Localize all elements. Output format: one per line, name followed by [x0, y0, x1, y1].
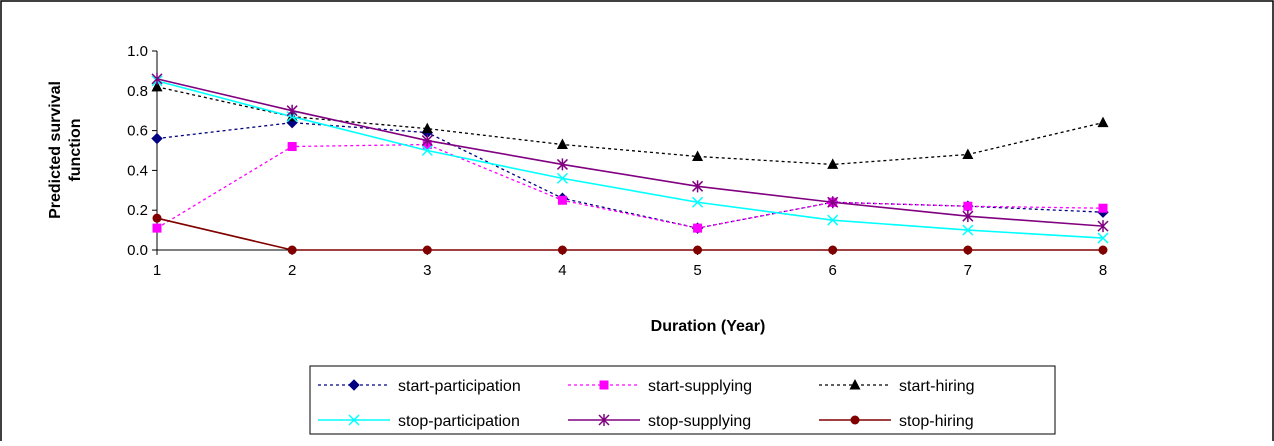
data-point-start-supplying — [1098, 203, 1108, 213]
data-point-stop-participation — [421, 144, 433, 157]
data-point-stop-participation — [1097, 232, 1109, 244]
legend-item-start-supplying: start-supplying — [568, 378, 752, 395]
data-point-start-hiring — [962, 148, 974, 159]
series-line-start-hiring — [156, 86, 1104, 166]
y-axis-title: Predicted survival function — [47, 81, 84, 219]
legend-marker — [850, 415, 860, 425]
y-tick-label: 0.4 — [127, 162, 148, 179]
data-point-stop-participation — [962, 224, 974, 236]
data-point-stop-hiring — [963, 245, 973, 255]
x-tick-label: 4 — [558, 262, 566, 279]
data-point-stop-hiring — [693, 245, 703, 255]
data-point-start-supplying — [557, 195, 567, 205]
data-point-start-hiring — [827, 158, 839, 169]
data-point-stop-hiring — [828, 245, 838, 255]
data-point-stop-participation — [692, 196, 704, 208]
data-point-start-hiring — [151, 80, 163, 92]
data-point-stop-participation — [556, 172, 568, 184]
data-point-stop-hiring — [287, 245, 297, 255]
series-layer — [151, 72, 1109, 255]
y-tick-label: 0.0 — [127, 242, 148, 259]
legend-item-stop-hiring: stop-hiring — [819, 413, 974, 430]
data-point-start-supplying — [152, 223, 162, 233]
data-point-stop-supplying — [692, 180, 704, 193]
series-line-start-supplying — [156, 143, 1104, 229]
data-point-start-hiring — [1097, 116, 1109, 128]
y-axis-title-line-2: function — [67, 118, 84, 181]
y-tick-label: 0.6 — [127, 123, 148, 140]
x-tick-label: 3 — [423, 262, 431, 279]
y-tick-label: 0.8 — [127, 83, 148, 100]
legend: start-participation start-supplying start-… — [309, 365, 1056, 435]
x-axis-title: Duration (Year) — [651, 318, 766, 335]
legend-item-stop-supplying: stop-supplying — [568, 413, 751, 430]
data-point-start-hiring — [556, 138, 568, 150]
data-point-stop-supplying — [151, 72, 163, 85]
series-stop-hiring — [152, 213, 1108, 255]
data-point-start-hiring — [692, 150, 704, 161]
legend-label: stop-supplying — [648, 413, 751, 430]
y-tick-label: 1.0 — [127, 43, 148, 60]
data-point-stop-hiring — [422, 245, 432, 255]
x-tick-label: 8 — [1099, 262, 1107, 279]
legend-marker — [598, 414, 610, 426]
legend-marker — [599, 380, 609, 390]
legend-marker — [849, 379, 861, 390]
data-point-stop-participation — [827, 214, 839, 226]
data-point-start-supplying — [287, 142, 297, 152]
data-point-stop-supplying — [421, 134, 433, 147]
legend-label: start-hiring — [899, 378, 975, 395]
data-point-start-participation — [151, 132, 163, 145]
data-point-stop-supplying — [556, 158, 568, 171]
x-tick-label: 7 — [964, 262, 972, 279]
legend-marker — [348, 379, 360, 391]
data-point-stop-supplying — [1097, 220, 1109, 233]
series-line-stop-participation — [156, 80, 1104, 239]
x-tick-label: 6 — [829, 262, 837, 279]
data-point-stop-supplying — [962, 210, 974, 223]
legend-label: start-participation — [398, 378, 521, 395]
legend-item-start-hiring: start-hiring — [819, 378, 975, 395]
legend-label: start-supplying — [648, 378, 752, 395]
series-line-start-participation — [156, 121, 1104, 229]
x-tick-label: 1 — [153, 262, 161, 279]
data-point-stop-hiring — [152, 213, 162, 223]
legend-label: stop-participation — [398, 413, 520, 430]
series-line-stop-supplying — [156, 78, 1104, 227]
data-point-stop-hiring — [557, 245, 567, 255]
legend-item-start-participation: start-participation — [318, 378, 521, 395]
data-point-stop-supplying — [286, 104, 298, 117]
series-stop-supplying — [151, 72, 1109, 233]
data-point-start-supplying — [963, 201, 973, 211]
data-point-stop-supplying — [827, 196, 839, 209]
data-point-start-hiring — [421, 122, 433, 134]
legend-box — [309, 365, 1056, 435]
legend-label: stop-hiring — [899, 413, 974, 430]
data-point-stop-hiring — [1098, 245, 1108, 255]
x-tick-label: 5 — [693, 262, 701, 279]
legend-marker — [348, 414, 360, 426]
y-tick-label: 0.2 — [127, 202, 148, 219]
legend-item-stop-participation: stop-participation — [318, 413, 520, 430]
y-axis-title-line-1: Predicted survival — [47, 81, 64, 219]
x-tick-label: 2 — [288, 262, 296, 279]
series-line-stop-hiring — [156, 217, 1103, 251]
data-point-start-supplying — [693, 223, 703, 233]
